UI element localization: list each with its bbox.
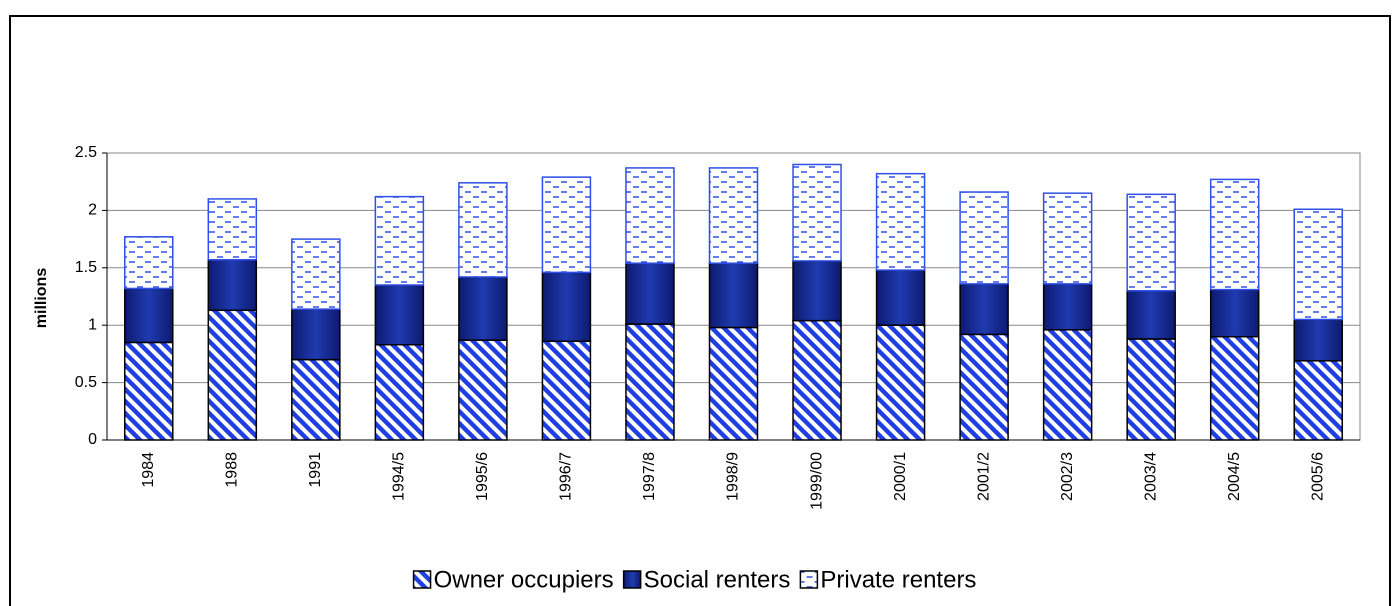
bar-segment xyxy=(708,167,759,264)
bar-segment xyxy=(792,319,842,441)
bar-segment xyxy=(1293,360,1343,441)
legend: Owner occupiers Social renters Private ren… xyxy=(412,566,976,593)
bar-segment xyxy=(458,276,508,341)
bar-segment xyxy=(1209,335,1260,441)
bar-segment xyxy=(458,182,508,278)
bar-segment xyxy=(708,262,759,329)
x-tick-label: 1988 xyxy=(224,452,241,488)
bar-segment xyxy=(1126,193,1176,292)
bar-segment xyxy=(792,260,842,322)
bar-segment xyxy=(207,259,258,312)
y-tick-label: 2 xyxy=(88,202,97,219)
x-tick-label: 1998/9 xyxy=(725,452,742,501)
bar-segment xyxy=(124,341,174,441)
bar-segment xyxy=(374,195,425,286)
x-tick-label: 1984 xyxy=(140,452,157,488)
bar-segment xyxy=(541,271,592,343)
bar-segment xyxy=(708,326,759,441)
legend-swatch xyxy=(412,570,432,589)
legend-swatch xyxy=(622,570,642,589)
bar-segment xyxy=(541,176,592,274)
y-tick-label: 2.5 xyxy=(75,144,97,161)
bar-segment xyxy=(625,262,675,325)
bar-segment xyxy=(458,339,508,441)
bar-segment xyxy=(374,284,425,346)
y-tick-label: 0.5 xyxy=(75,374,97,391)
bar-segment xyxy=(1042,329,1093,441)
x-tick-label: 1999/00 xyxy=(808,452,825,510)
bar-segment xyxy=(792,163,842,262)
bar-segment xyxy=(959,283,1009,336)
bar-segment xyxy=(1293,318,1343,362)
legend-swatch xyxy=(799,570,819,589)
bar-segment xyxy=(374,343,425,441)
bar-segment xyxy=(625,323,675,441)
bar-segment xyxy=(124,236,174,290)
x-tick-label: 2002/3 xyxy=(1059,452,1076,501)
bar-segment xyxy=(124,287,174,344)
x-tick-label: 1997/8 xyxy=(641,452,658,501)
bar-segment xyxy=(1126,338,1176,441)
bar-segment xyxy=(625,167,675,264)
legend-label: Private renters xyxy=(820,566,976,593)
bar-segment xyxy=(291,358,341,441)
bar-segment xyxy=(959,333,1009,441)
bar-segment xyxy=(207,309,258,441)
bar-segment xyxy=(1042,192,1093,285)
x-tick-label: 1994/5 xyxy=(391,452,408,501)
bar-segment xyxy=(875,269,926,326)
bar-segment xyxy=(541,340,592,441)
legend-label: Social renters xyxy=(644,566,791,593)
y-tick-label: 1.5 xyxy=(75,259,97,276)
y-tick-label: 1 xyxy=(88,316,97,333)
bar-segment xyxy=(1126,290,1176,340)
x-tick-label: 1991 xyxy=(307,452,324,488)
x-tick-label: 1996/7 xyxy=(558,452,575,501)
bar-segment xyxy=(207,198,258,261)
bar-segment xyxy=(875,324,926,441)
bar-segment xyxy=(1209,178,1260,291)
x-tick-label: 2005/6 xyxy=(1309,452,1326,501)
x-tick-label: 2003/4 xyxy=(1142,452,1159,501)
x-tick-label: 2000/1 xyxy=(892,452,909,501)
x-tick-label: 1995/6 xyxy=(474,452,491,501)
x-tick-label: 2004/5 xyxy=(1226,452,1243,501)
x-tick-label: 2001/2 xyxy=(975,452,992,501)
bar-segment xyxy=(1293,208,1343,321)
bar-segment xyxy=(875,172,926,271)
legend-label: Owner occupiers xyxy=(434,566,614,593)
bar-segment xyxy=(1042,283,1093,331)
bar-segment xyxy=(291,238,341,310)
bar-segment xyxy=(291,308,341,361)
y-tick-label: 0 xyxy=(88,431,97,448)
bar-segment xyxy=(1209,288,1260,338)
y-axis-label: millions xyxy=(33,268,50,329)
bar-segment xyxy=(959,191,1009,285)
